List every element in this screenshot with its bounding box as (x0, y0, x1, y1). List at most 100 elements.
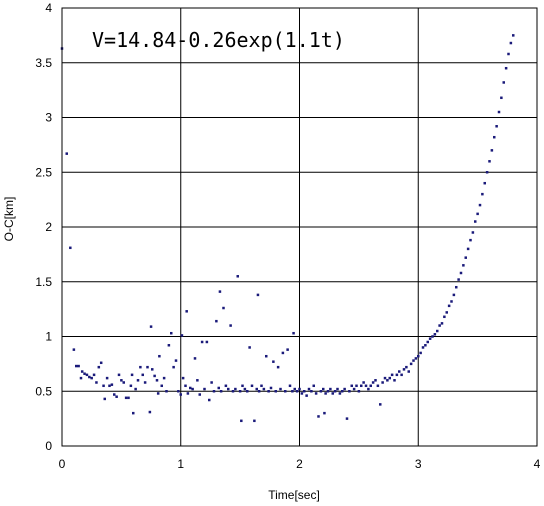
data-point (360, 384, 363, 388)
data-point (279, 387, 282, 391)
data-point (371, 381, 375, 384)
data-point (210, 381, 213, 384)
data-point (215, 319, 218, 323)
data-point (417, 354, 420, 358)
data-point (227, 387, 230, 391)
data-point (241, 384, 244, 388)
data-point (272, 360, 275, 363)
data-point (459, 271, 463, 275)
data-point (149, 325, 153, 328)
data-point (170, 331, 173, 335)
data-point (400, 373, 403, 377)
y-tick-label: 0.5 (35, 384, 52, 398)
data-point (110, 383, 114, 386)
data-point (367, 387, 370, 391)
data-point (369, 384, 372, 388)
data-point (103, 397, 106, 401)
data-point (405, 365, 408, 369)
data-point (414, 357, 418, 360)
data-point (124, 396, 128, 400)
data-point (146, 365, 149, 369)
data-point (224, 384, 228, 388)
data-point (305, 394, 308, 397)
data-point (153, 374, 156, 378)
data-point (419, 351, 422, 355)
data-point (90, 376, 93, 380)
data-point (407, 370, 410, 373)
data-point (243, 387, 247, 391)
data-point (512, 34, 515, 37)
data-point (219, 390, 223, 393)
data-point (203, 387, 206, 391)
data-point (260, 384, 263, 388)
data-point (238, 390, 242, 393)
x-axis-title: Time[sec] (268, 488, 320, 502)
data-point (355, 384, 358, 388)
data-point (189, 386, 192, 390)
data-point (136, 379, 140, 382)
data-point (462, 264, 465, 267)
grid-lines (62, 8, 537, 446)
data-point (105, 376, 109, 380)
data-point (172, 365, 175, 369)
data-point (218, 290, 222, 293)
data-point (393, 379, 396, 382)
data-point (72, 348, 76, 351)
data-point (231, 390, 235, 393)
data-point (447, 304, 451, 308)
data-point (341, 390, 344, 393)
data-point (376, 384, 380, 388)
data-point (364, 384, 368, 388)
data-point (102, 384, 105, 388)
data-point (497, 110, 501, 114)
data-point (80, 370, 84, 373)
data-point (257, 390, 261, 393)
data-point (295, 390, 299, 393)
data-point (288, 384, 292, 388)
data-point (436, 329, 439, 333)
data-point (433, 333, 437, 336)
data-point (95, 381, 98, 384)
data-point (319, 390, 323, 393)
data-point (483, 181, 486, 185)
data-point (85, 373, 89, 377)
data-point (99, 361, 103, 365)
data-point (362, 381, 365, 384)
data-point (345, 417, 349, 420)
data-point (148, 410, 152, 414)
data-point (212, 390, 216, 393)
data-point (117, 373, 121, 377)
data-point (156, 392, 160, 395)
data-point (77, 364, 80, 368)
x-tick-label: 3 (415, 457, 422, 471)
data-point (248, 346, 251, 349)
data-point (196, 379, 199, 382)
data-point (222, 306, 225, 310)
data-point (464, 256, 467, 259)
data-point (395, 373, 399, 377)
data-point (324, 392, 327, 395)
data-point (348, 390, 351, 393)
y-tick-label: 2.5 (35, 165, 52, 179)
data-point (452, 293, 456, 297)
data-point (310, 390, 313, 393)
y-tick-labels: 0 0.5 1 1.5 2 2.5 3 3.5 4 (35, 1, 52, 453)
data-point (493, 135, 496, 139)
data-points (60, 34, 515, 423)
data-point (205, 340, 209, 344)
data-point (350, 384, 353, 388)
y-tick-label: 3.5 (35, 56, 52, 70)
data-point (246, 390, 249, 393)
data-point (83, 372, 86, 375)
data-point (132, 411, 135, 415)
data-point (424, 344, 427, 347)
data-point (115, 395, 118, 398)
data-point (292, 331, 295, 335)
data-point (431, 335, 434, 338)
data-point (256, 293, 260, 297)
y-axis-title: O-C[km] (2, 197, 16, 242)
data-point (139, 365, 142, 369)
data-point (402, 368, 406, 371)
data-point (255, 387, 258, 391)
data-point (471, 231, 475, 234)
